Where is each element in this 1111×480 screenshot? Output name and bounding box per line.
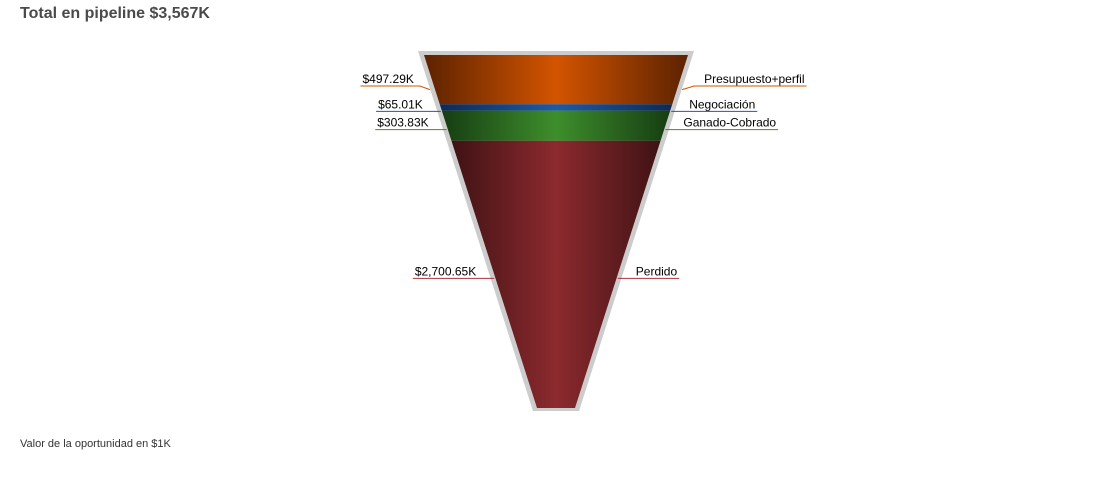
stage-label-1: Presupuesto+perfil xyxy=(704,72,804,86)
stage-label-4: Perdido xyxy=(636,264,678,278)
leader-line-left-1 xyxy=(360,85,431,91)
funnel-segment-1 xyxy=(424,55,688,105)
value-label-4: $2,700.65K xyxy=(415,264,476,278)
funnel-segment-4 xyxy=(451,140,661,409)
funnel-segment-3 xyxy=(441,110,671,141)
leader-line-right-1 xyxy=(681,85,807,91)
funnel-segment-2 xyxy=(439,104,673,111)
value-label-1: $497.29K xyxy=(362,72,413,86)
stage-label-2: Negociación xyxy=(689,97,755,111)
stage-label-3: Ganado-Cobrado xyxy=(683,116,776,130)
chart-title: Total en pipeline $3,567K xyxy=(20,5,210,22)
value-label-3: $303.83K xyxy=(377,116,428,130)
value-label-2: $65.01K xyxy=(378,97,423,111)
chart-footnote: Valor de la oportunidad en $1K xyxy=(20,438,171,450)
